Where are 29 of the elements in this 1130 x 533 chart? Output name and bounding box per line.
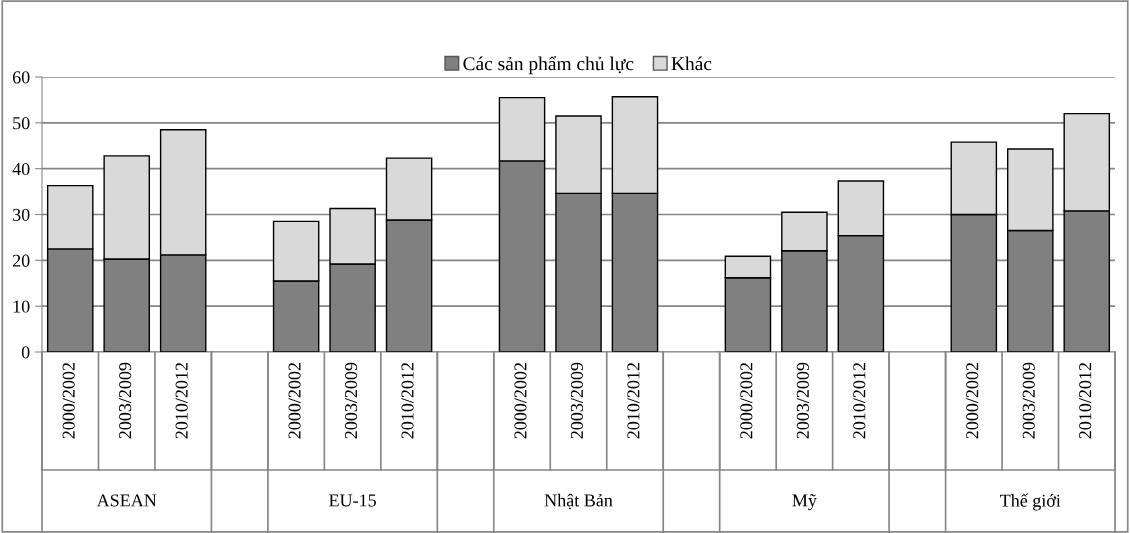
x-tick-label: 2010/2012 (627, 363, 640, 439)
text: Nhật Bản (544, 493, 613, 510)
x-tick-label: 2003/2009 (570, 362, 584, 439)
y-tick-label: 10 (13, 300, 30, 313)
x-tick-label: 2010/2012 (175, 363, 188, 439)
text: Mỹ (792, 494, 817, 511)
x-tick-label: 2000/2002 (966, 363, 979, 439)
x-tick-label: 2000/2002 (514, 363, 527, 439)
text: ASEAN (96, 494, 157, 507)
x-tick-label: 2010/2012 (1079, 363, 1092, 439)
x-tick-label: 2000/2002 (740, 363, 753, 439)
y-tick-label: 20 (12, 254, 30, 267)
legend-label: Khác (671, 56, 712, 71)
x-tick-label: 2000/2002 (288, 363, 301, 439)
x-tick-label: 2010/2012 (853, 363, 866, 439)
x-tick-label: 2003/2009 (1022, 362, 1035, 439)
text: Thế giới (1000, 493, 1061, 511)
legend-label: Các sản phẩm chủ lực (463, 56, 634, 75)
text: EU-15 (329, 494, 376, 507)
y-tick-label: 50 (13, 117, 30, 130)
x-tick-label: 2003/2009 (796, 362, 809, 439)
y-tick-label: 60 (12, 71, 30, 84)
y-tick-label: 0 (21, 346, 30, 359)
x-tick-label: 2003/2009 (344, 362, 358, 439)
x-tick-label: 2010/2012 (401, 363, 414, 439)
y-tick-label: 40 (12, 162, 30, 176)
x-tick-label: 2003/2009 (119, 362, 132, 439)
x-tick-label: 2000/2002 (62, 363, 75, 439)
y-tick-label: 30 (13, 208, 30, 221)
